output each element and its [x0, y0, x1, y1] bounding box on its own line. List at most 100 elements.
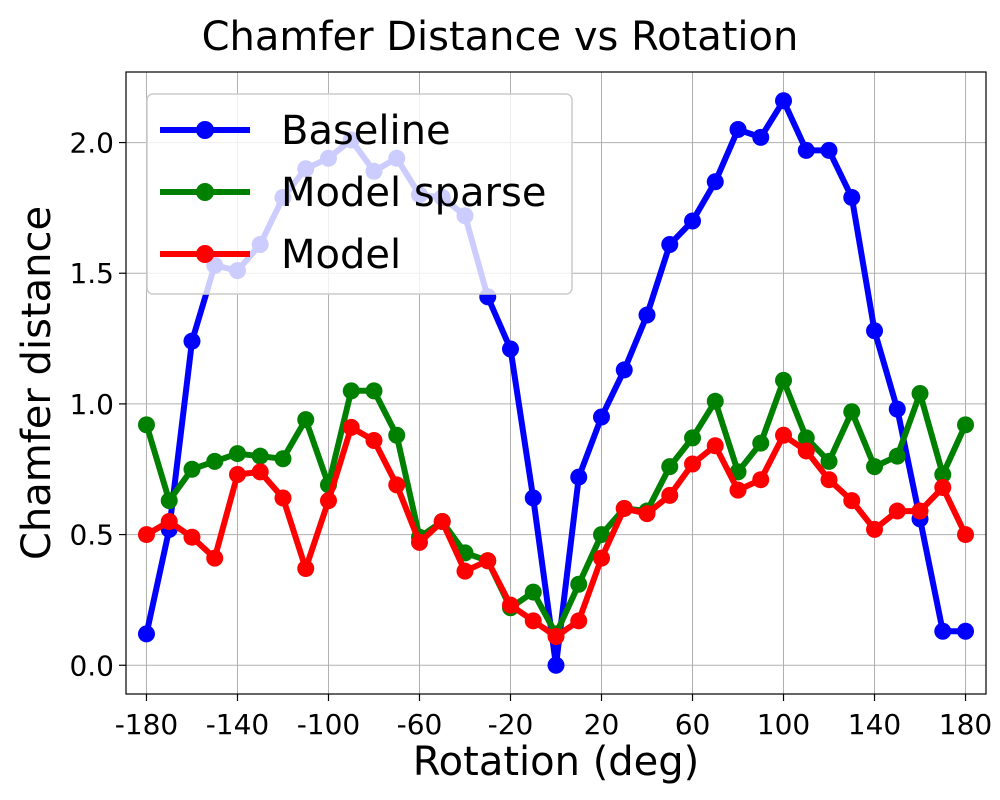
data-point — [547, 656, 565, 674]
ticks: -180 -140 -100 -60 -20 20 60 100 140 180 0.0 0.5 1.0… — [69, 127, 992, 741]
data-point — [297, 411, 315, 429]
x-tick-label: 180 — [939, 708, 992, 741]
data-point — [274, 450, 292, 468]
plot-frame — [125, 71, 987, 695]
data-point — [957, 526, 975, 544]
data-point — [797, 141, 815, 159]
y-axis-title: Chamfer distance — [14, 206, 60, 560]
data-point — [775, 371, 793, 389]
data-point — [570, 612, 588, 630]
data-point — [160, 492, 178, 510]
data-point — [615, 361, 633, 379]
data-point — [570, 468, 588, 486]
data-point — [661, 486, 679, 504]
data-point — [866, 520, 884, 538]
data-point — [752, 128, 770, 146]
data-point — [684, 429, 702, 447]
data-point — [228, 445, 246, 463]
data-point — [638, 505, 656, 523]
data-point — [797, 429, 815, 447]
data-point — [843, 188, 861, 206]
y-tick-label: 2.0 — [69, 127, 114, 160]
legend-marker — [196, 183, 214, 201]
chart-title: Chamfer Distance vs Rotation — [202, 14, 799, 60]
data-point — [593, 526, 611, 544]
data-point — [251, 447, 269, 465]
y-tick-label: 1.5 — [69, 257, 114, 290]
data-point — [183, 528, 201, 546]
data-point — [684, 212, 702, 230]
y-tick-label: 1.0 — [69, 388, 114, 421]
x-tick-label: 20 — [584, 708, 620, 741]
data-point — [297, 560, 315, 578]
data-point — [638, 306, 656, 324]
data-point — [388, 426, 406, 444]
data-point — [388, 476, 406, 494]
data-point — [137, 526, 155, 544]
legend-item-model-sparse: Model sparse — [160, 170, 546, 216]
data-point — [274, 489, 292, 507]
data-point — [820, 471, 838, 489]
data-point — [661, 235, 679, 253]
legend-item-model: Model — [160, 232, 401, 278]
x-tick-label: -20 — [488, 708, 534, 741]
data-point — [729, 481, 747, 499]
legend-item-baseline: Baseline — [160, 108, 451, 154]
x-axis-title: Rotation (deg) — [413, 739, 700, 785]
data-point — [570, 575, 588, 593]
data-point — [775, 426, 793, 444]
data-point — [957, 416, 975, 434]
data-point — [820, 452, 838, 470]
data-point — [706, 392, 724, 410]
data-point — [137, 625, 155, 643]
data-point — [319, 492, 337, 510]
legend-marker — [196, 245, 214, 263]
data-point — [752, 471, 770, 489]
data-point — [820, 141, 838, 159]
x-tick-label: -60 — [397, 708, 443, 741]
data-point — [547, 628, 565, 646]
y-tick-label: 0.5 — [69, 519, 114, 552]
data-point — [934, 465, 952, 483]
data-point — [729, 120, 747, 138]
x-tick-label: -100 — [297, 708, 361, 741]
data-point — [684, 455, 702, 473]
data-point — [593, 408, 611, 426]
data-point — [183, 460, 201, 478]
data-point — [593, 549, 611, 567]
data-point — [160, 513, 178, 531]
data-point — [866, 458, 884, 476]
data-point — [137, 416, 155, 434]
data-point — [456, 562, 474, 580]
data-point — [843, 403, 861, 421]
data-point — [866, 322, 884, 340]
data-point — [615, 499, 633, 517]
legend-label: Baseline — [281, 108, 451, 154]
data-point — [524, 489, 542, 507]
data-point — [706, 173, 724, 191]
data-point — [524, 612, 542, 630]
data-point — [251, 463, 269, 481]
data-point — [479, 552, 497, 570]
data-point — [843, 492, 861, 510]
x-tick-label: -180 — [115, 708, 179, 741]
legend-label: Model — [281, 232, 401, 278]
series-line-model-sparse — [143, 377, 969, 637]
data-point — [888, 502, 906, 520]
data-point — [365, 382, 383, 400]
data-point — [934, 479, 952, 497]
legend: Baseline Model sparse Model — [146, 93, 573, 295]
data-point — [342, 418, 360, 436]
data-point — [410, 533, 428, 551]
data-point — [206, 452, 224, 470]
data-point — [911, 384, 929, 402]
data-point — [342, 382, 360, 400]
data-point — [957, 622, 975, 640]
data-point — [501, 340, 519, 358]
legend-label: Model sparse — [281, 170, 546, 216]
data-point — [524, 583, 542, 601]
data-point — [501, 596, 519, 614]
x-tick-label: 140 — [848, 708, 901, 741]
data-point — [775, 92, 793, 110]
legend-box — [146, 93, 573, 295]
